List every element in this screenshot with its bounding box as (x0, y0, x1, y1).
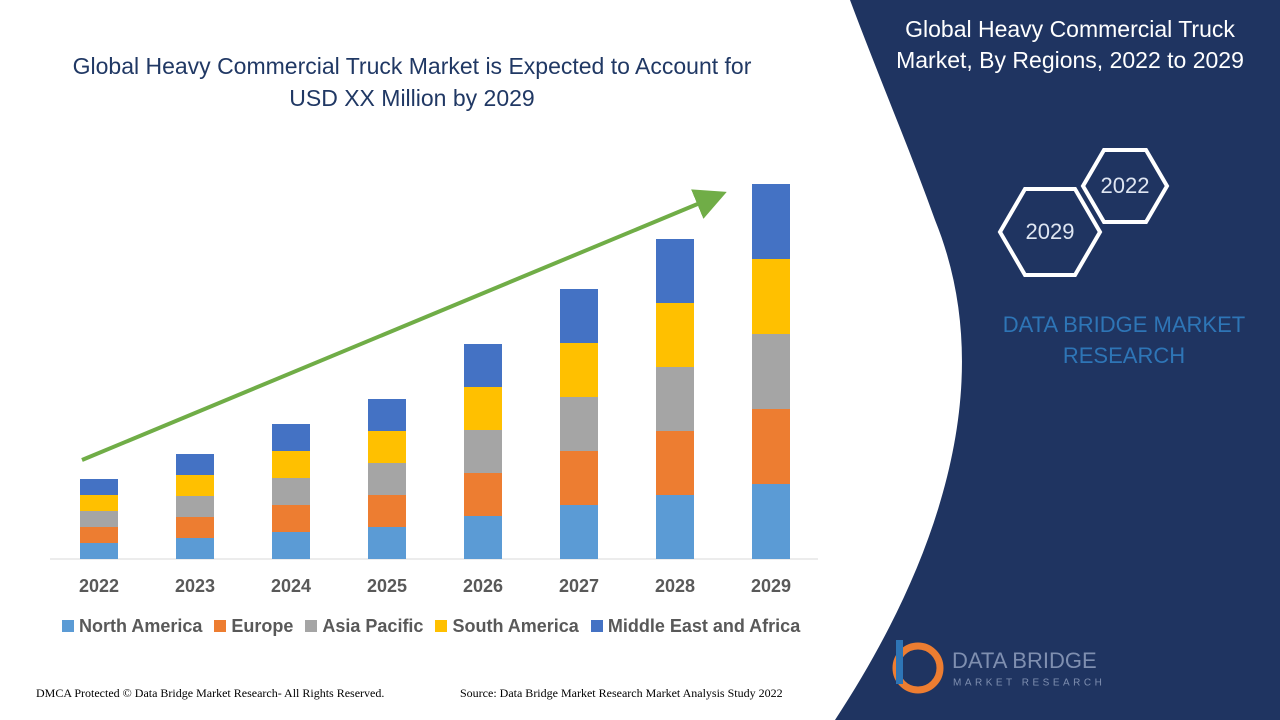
bar-segment (272, 451, 310, 478)
legend-label: Middle East and Africa (607, 616, 801, 636)
x-tick-label: 2025 (367, 576, 407, 596)
hex-label: 2022 (1101, 173, 1150, 198)
legend-swatch (590, 620, 603, 632)
brand-text: DATA BRIDGE MARKET RESEARCH (1003, 312, 1245, 368)
bar-segment (80, 527, 118, 543)
bar-segment (272, 532, 310, 559)
bar-segment (464, 473, 502, 516)
bar-segment (560, 343, 598, 397)
bar-segment (368, 495, 406, 527)
logo-name: DATA BRIDGE (952, 648, 1097, 673)
bar-segment (656, 495, 694, 559)
bar-segment (560, 397, 598, 451)
bar-segment (752, 484, 790, 559)
x-tick-label: 2029 (751, 576, 791, 596)
bar-segment (464, 430, 502, 473)
hex-label: 2029 (1026, 219, 1075, 244)
bar-segment (176, 454, 214, 475)
source: Source: Data Bridge Market Research Mark… (460, 686, 783, 700)
bar-segment (176, 496, 214, 517)
legend-item: Asia Pacific (305, 616, 423, 637)
bar-segment (80, 511, 118, 527)
x-tick-label: 2022 (79, 576, 119, 596)
bar-segment (752, 184, 790, 259)
bar-segment (656, 303, 694, 367)
legend-item: Middle East and Africa (590, 616, 801, 637)
bar-segment (464, 516, 502, 559)
bar-segment (752, 409, 790, 484)
bar-segment (464, 344, 502, 387)
x-tick-label: 2028 (655, 576, 695, 596)
logo-sub: MARKET RESEARCH (953, 678, 1105, 689)
bar-segment (272, 424, 310, 451)
hexagon (997, 187, 1103, 277)
bar-segment (752, 259, 790, 334)
legend-label: Asia Pacific (322, 616, 424, 636)
legend-label: South America (452, 616, 579, 636)
legend-swatch (305, 620, 318, 632)
bar-segment (464, 387, 502, 430)
legend-swatch (214, 620, 227, 632)
chart-title: Global Heavy Commercial Truck Market is … (72, 53, 752, 111)
bar-segment (176, 475, 214, 496)
bar-segment (656, 431, 694, 495)
bar-segment (368, 463, 406, 495)
bar-segment (752, 334, 790, 409)
bar-segment (560, 451, 598, 505)
x-tick-label: 2026 (463, 576, 503, 596)
hexagon (1080, 148, 1170, 224)
legend: North America Europe Asia Pacific South Ame… (62, 616, 800, 637)
bar-segment (272, 478, 310, 505)
legend-item: Europe (214, 616, 293, 637)
legend-label: Europe (231, 616, 294, 636)
bar-segment (368, 527, 406, 559)
panel-title: Global Heavy Commercial Truck Market, By… (896, 16, 1244, 73)
legend-swatch (435, 620, 448, 632)
bar-segment (80, 479, 118, 495)
legend-label: North America (79, 616, 203, 636)
bar-segment (368, 399, 406, 431)
side-panel (835, 0, 1280, 720)
bar-segment (80, 543, 118, 559)
x-tick-label: 2024 (271, 576, 311, 596)
bar-segment (176, 538, 214, 559)
x-tick-label: 2027 (559, 576, 599, 596)
bar-segment (560, 505, 598, 559)
legend-item: South America (435, 616, 579, 637)
bar-segment (272, 505, 310, 532)
logo-mark (896, 640, 903, 684)
x-tick-label: 2023 (175, 576, 215, 596)
bar-segment (80, 495, 118, 511)
bar-segment (560, 289, 598, 343)
bar-segment (656, 239, 694, 303)
legend-swatch (62, 620, 74, 632)
bar-segment (368, 431, 406, 463)
bar-segment (656, 367, 694, 431)
trend-arrow (81, 189, 727, 462)
bar-segment (176, 517, 214, 538)
legend-item: North America (62, 616, 202, 637)
copyright: DMCA Protected © Data Bridge Market Rese… (36, 686, 385, 700)
